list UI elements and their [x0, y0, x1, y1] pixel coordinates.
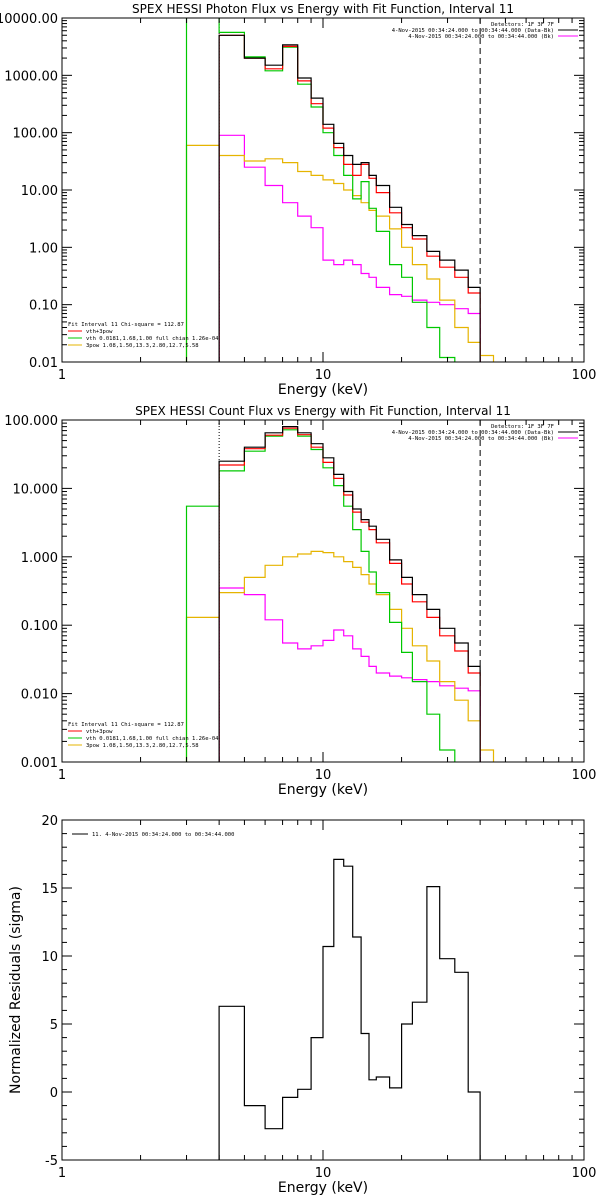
- y-tick-label: 0.01: [29, 356, 58, 371]
- series-line-4: [219, 588, 480, 764]
- legend-entry: vth+3pow: [86, 329, 113, 335]
- x-tick-label: 1: [58, 368, 66, 383]
- y-tick-label: 10.000: [13, 482, 59, 497]
- x-axis-label: Energy (keV): [278, 782, 368, 798]
- plot-frame: [62, 420, 584, 762]
- series-line-0: [219, 427, 480, 764]
- y-tick-label: 0.001: [21, 756, 58, 771]
- y-tick-label: -5: [45, 1154, 58, 1169]
- legend-entry: 3pow 1.08,1.50,13.3,2.80,12.7,5.58: [86, 743, 199, 749]
- plot-area: [187, 420, 506, 764]
- chart-figure: SPEX HESSI Photon Flux vs Energy with Fi…: [0, 0, 600, 1200]
- plot-area: [187, 1, 506, 364]
- y-tick-label: 0.10: [29, 299, 58, 314]
- chart-title: SPEX HESSI Count Flux vs Energy with Fit…: [135, 404, 511, 418]
- x-tick-label: 10: [315, 368, 332, 383]
- annotation-detectors-2: 4-Nov-2015 00:34:24.000 to 00:34:44.000 …: [408, 34, 554, 40]
- legend-entry: 3pow 1.08,1.50,13.3,2.80,12.7,5.58: [86, 343, 199, 349]
- series-line-0: [219, 35, 480, 364]
- y-tick-label: 0: [50, 1086, 58, 1101]
- legend-entry: 11. 4-Nov-2015 00:34:24.000 to 00:34:44.…: [92, 832, 234, 838]
- y-tick-label: 1000.00: [4, 69, 58, 84]
- series-line-4: [219, 135, 480, 364]
- legend-entry: vth 0.0181,1.68,1.00 full chian 1.26e-04: [86, 736, 219, 742]
- series-3pow: [187, 551, 506, 764]
- x-tick-label: 10: [315, 768, 332, 783]
- x-tick-label: 1: [58, 1166, 66, 1181]
- legend-entry: vth+3pow: [86, 729, 113, 735]
- x-tick-label: 100: [572, 768, 597, 783]
- x-tick-label: 10: [315, 1166, 332, 1181]
- y-tick-label: 5: [50, 1018, 58, 1033]
- y-tick-label: 1.000: [21, 551, 58, 566]
- fit-info-line: Fit Interval 11 Chi-square = 112.87: [68, 722, 184, 728]
- chart-title: SPEX HESSI Photon Flux vs Energy with Fi…: [132, 2, 514, 16]
- series-vth: [187, 430, 481, 764]
- x-tick-label: 1: [58, 768, 66, 783]
- annotation-detectors-2: 4-Nov-2015 00:34:24.000 to 00:34:44.000 …: [408, 436, 554, 442]
- y-tick-label: 10: [41, 950, 58, 965]
- y-axis-label: Normalized Residuals (sigma): [8, 886, 24, 1094]
- x-axis-label: Energy (keV): [278, 382, 368, 398]
- y-tick-label: 100.000: [4, 414, 58, 429]
- y-tick-label: 100.00: [13, 127, 59, 142]
- series-3pow: [187, 145, 506, 364]
- fit-info-line: Fit Interval 11 Chi-square = 112.87: [68, 322, 184, 328]
- legend-entry: vth 0.0181,1.68,1.00 full chian 1.26e-04: [86, 336, 219, 342]
- plot-area: [219, 859, 480, 1162]
- chart-1: SPEX HESSI Photon Flux vs Energy with Fi…: [0, 1, 596, 398]
- x-tick-label: 100: [572, 1166, 597, 1181]
- y-tick-label: 15: [41, 882, 58, 897]
- y-tick-label: 20: [41, 814, 58, 829]
- plot-frame: [62, 18, 584, 362]
- y-tick-label: 1.00: [29, 241, 58, 256]
- y-tick-label: 0.010: [21, 688, 58, 703]
- y-tick-label: 10000.00: [0, 12, 58, 27]
- x-tick-label: 100: [572, 368, 597, 383]
- chart-2: SPEX HESSI Count Flux vs Energy with Fit…: [4, 404, 596, 798]
- chart-3: 1 10 100 Energy (keV) -5 0 5 10 15 20 Normalized R…: [8, 814, 596, 1196]
- y-tick-label: 0.100: [21, 619, 58, 634]
- series-vth+3pow: [219, 35, 480, 364]
- y-tick-label: 10.00: [21, 184, 58, 199]
- x-axis-label: Energy (keV): [278, 1180, 368, 1196]
- series-11.: [219, 859, 480, 1162]
- series-vth+3pow: [219, 428, 480, 764]
